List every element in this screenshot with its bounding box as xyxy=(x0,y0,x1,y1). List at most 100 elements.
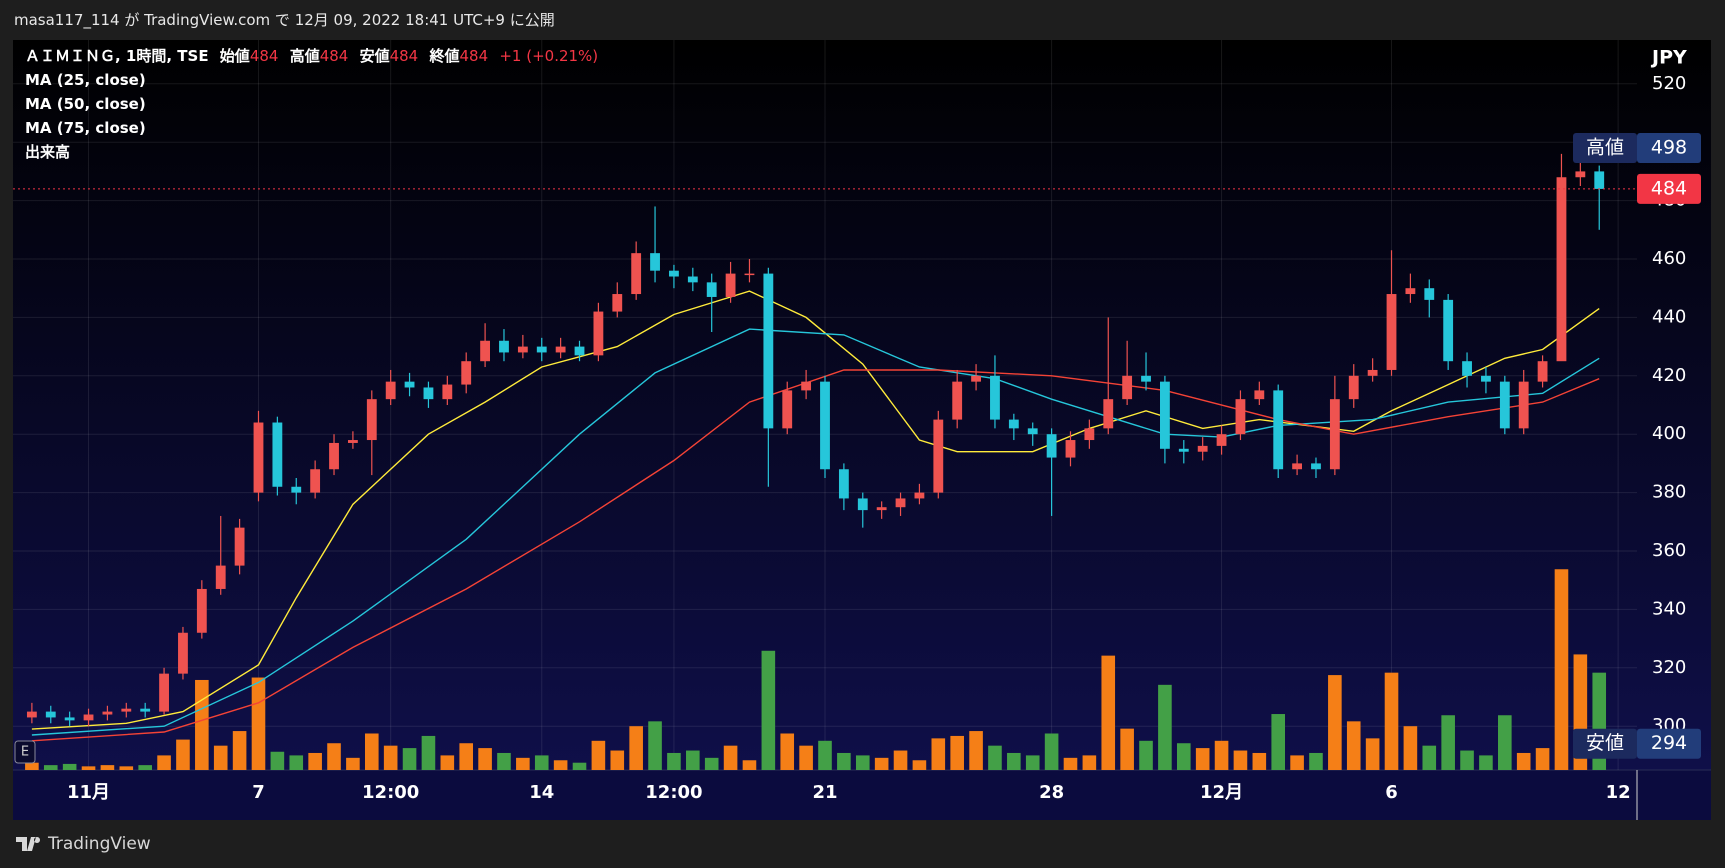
last-price-label: 484 xyxy=(1651,177,1687,199)
volume-bar xyxy=(1007,752,1021,770)
candle-body xyxy=(914,492,925,499)
volume-bar xyxy=(1422,745,1437,770)
badge-value-box xyxy=(1637,728,1701,759)
candle-body xyxy=(895,498,906,508)
indicator: 出来高 xyxy=(25,143,71,161)
candle-body xyxy=(763,273,774,429)
volume-bar xyxy=(421,735,436,770)
grid: 30032034036038040042044046048050052011月7… xyxy=(13,40,1686,803)
candle-body xyxy=(706,282,717,297)
candle-body xyxy=(1084,428,1095,441)
y-tick-label: 460 xyxy=(1652,248,1686,269)
y-tick-label: 440 xyxy=(1652,306,1686,327)
candle-body xyxy=(1254,390,1265,400)
candle-body xyxy=(1518,381,1529,429)
volume-bar xyxy=(704,757,719,770)
candle-body xyxy=(593,311,604,356)
volume-bar xyxy=(1044,733,1059,770)
badge-label: 安値 xyxy=(1586,732,1624,754)
candle-body xyxy=(347,440,358,443)
candle-body xyxy=(499,340,509,353)
candle-body xyxy=(140,708,151,712)
volume-bar xyxy=(213,745,228,770)
volume-bar xyxy=(553,760,568,770)
candle-body xyxy=(1141,375,1151,382)
x-tick-label: 12:00 xyxy=(645,782,702,803)
y-tick-label: 520 xyxy=(1652,73,1686,94)
candle-body xyxy=(196,588,207,633)
candle-body xyxy=(159,673,169,712)
candle-body xyxy=(517,346,528,353)
time-axis-background xyxy=(13,770,1711,820)
volume-bar xyxy=(648,721,662,770)
ohlc-value: 484 xyxy=(319,47,349,65)
badge-value: 498 xyxy=(1651,137,1687,159)
volume-bar xyxy=(1101,655,1116,770)
candle-body xyxy=(1008,419,1019,429)
candle-body xyxy=(404,381,415,388)
candle-body xyxy=(612,294,623,312)
volume-bar xyxy=(62,763,77,770)
volume-bar xyxy=(459,743,474,770)
candle-body xyxy=(329,442,339,470)
candle-body xyxy=(366,399,377,441)
volume-bar xyxy=(1233,750,1248,770)
volume-bar xyxy=(119,766,134,770)
volume-bar xyxy=(1120,728,1134,770)
volume-bar xyxy=(1328,675,1342,770)
candle-body xyxy=(1311,463,1321,470)
candle-body xyxy=(1462,361,1472,376)
brand-logo xyxy=(16,837,41,851)
candle-body xyxy=(480,340,491,362)
ohlc-value: 484 xyxy=(389,47,419,65)
footer: TradingView xyxy=(16,834,151,854)
y-tick-label: 360 xyxy=(1652,540,1686,561)
y-tick-label: 340 xyxy=(1652,598,1686,619)
candle-body xyxy=(1046,434,1057,458)
volume-bar xyxy=(572,762,587,770)
candle-body xyxy=(1348,375,1359,400)
x-tick-label: 14 xyxy=(529,782,554,803)
candle-body xyxy=(272,422,283,487)
volume-bar xyxy=(346,757,360,770)
candle-body xyxy=(1273,390,1284,470)
volume-bar xyxy=(516,757,530,770)
y-tick-label: 420 xyxy=(1652,365,1686,386)
volume-bar xyxy=(1498,715,1512,770)
volume-bar xyxy=(157,755,171,770)
candle-body xyxy=(45,711,56,718)
candle-body xyxy=(1178,448,1189,452)
volume-bar xyxy=(100,765,115,770)
volume-bar xyxy=(912,760,927,770)
candle-body xyxy=(253,422,264,493)
badge-label: 高値 xyxy=(1586,137,1624,159)
volume-bar xyxy=(383,745,398,770)
x-tick-label: 7 xyxy=(252,782,265,803)
volume-bar xyxy=(251,677,266,770)
candle-body xyxy=(1594,171,1605,189)
indicator: MA (50, close) xyxy=(25,95,146,113)
x-tick-label: 21 xyxy=(812,782,837,803)
x-tick-label: 28 xyxy=(1039,782,1064,803)
symbol-line: ＡＩＭＩＮＧ, 1時間, TSE 始値484 高値484 安値484 終値484… xyxy=(25,44,598,68)
candle-body xyxy=(1103,399,1114,429)
candle-body xyxy=(1159,381,1170,449)
volume-bar xyxy=(440,755,455,770)
candle-body xyxy=(1197,445,1208,452)
candle-body xyxy=(102,711,113,715)
brand: TradingView xyxy=(48,834,151,854)
volume-bar xyxy=(364,733,379,770)
ohlc-label: 始値 xyxy=(219,47,250,65)
candle-body xyxy=(121,708,132,712)
volume-bar xyxy=(308,752,322,770)
candle-body xyxy=(744,273,755,276)
y-tick-label: 320 xyxy=(1652,657,1686,678)
badge-label-box xyxy=(1573,133,1637,164)
volume-bar xyxy=(931,738,946,770)
candle-body xyxy=(857,498,868,511)
event-badge-box xyxy=(14,740,36,764)
volume-bar xyxy=(1535,748,1550,770)
candle-body xyxy=(234,527,245,566)
candle-body xyxy=(1122,375,1133,400)
